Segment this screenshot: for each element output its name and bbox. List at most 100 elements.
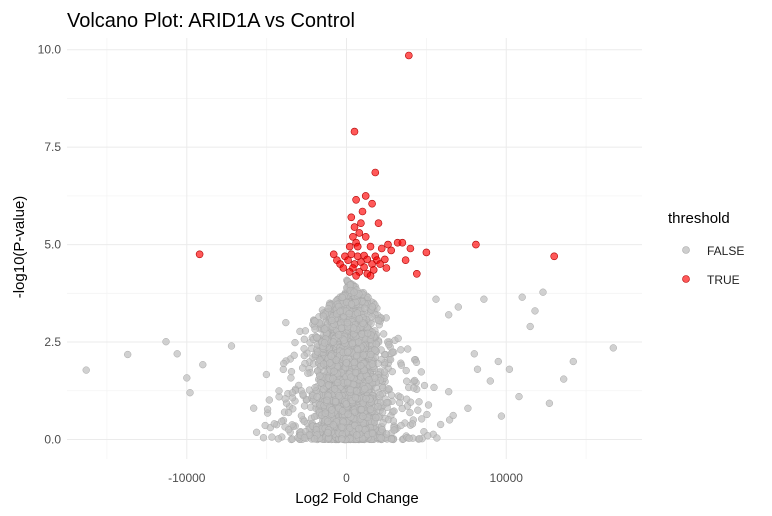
point-false bbox=[259, 434, 268, 442]
point-false bbox=[284, 425, 293, 434]
point-false bbox=[290, 351, 298, 359]
point-false bbox=[430, 383, 438, 392]
point-false bbox=[278, 417, 286, 425]
point-false bbox=[412, 358, 421, 367]
y-tick-label: 10.0 bbox=[38, 43, 62, 57]
y-tick-label: 0.0 bbox=[44, 433, 61, 447]
point-false bbox=[368, 303, 376, 311]
point-false bbox=[335, 392, 343, 400]
point-false bbox=[340, 336, 348, 344]
point-false bbox=[287, 367, 296, 376]
point-false bbox=[307, 403, 315, 411]
point-false bbox=[378, 408, 387, 416]
point-false bbox=[252, 428, 261, 436]
point-true bbox=[412, 269, 421, 278]
point-false bbox=[445, 311, 453, 319]
x-tick-label: 10000 bbox=[490, 471, 524, 485]
point-false bbox=[324, 417, 332, 425]
points-false bbox=[82, 276, 617, 444]
point-true bbox=[360, 263, 368, 272]
point-false bbox=[376, 391, 384, 399]
point-false bbox=[420, 381, 429, 390]
point-true bbox=[550, 252, 559, 261]
point-true bbox=[350, 127, 359, 136]
point-true bbox=[339, 264, 348, 272]
point-false bbox=[362, 395, 370, 403]
point-true bbox=[371, 168, 380, 177]
point-false bbox=[395, 399, 404, 407]
point-false bbox=[199, 361, 207, 369]
chart-title: Volcano Plot: ARID1A vs Control bbox=[67, 10, 355, 32]
point-false bbox=[320, 339, 329, 347]
point-false bbox=[359, 412, 367, 420]
point-false bbox=[183, 374, 191, 382]
point-true bbox=[349, 233, 357, 241]
point-false bbox=[545, 399, 554, 407]
point-false bbox=[368, 313, 376, 321]
point-false bbox=[480, 295, 488, 303]
point-false bbox=[344, 348, 352, 356]
point-false bbox=[390, 426, 398, 434]
point-false bbox=[350, 288, 358, 296]
y-tick-label: 5.0 bbox=[44, 238, 61, 252]
point-true bbox=[195, 250, 204, 259]
point-false bbox=[454, 303, 462, 311]
point-false bbox=[382, 314, 390, 322]
point-false bbox=[345, 310, 353, 318]
point-false bbox=[300, 402, 309, 410]
point-false bbox=[388, 367, 396, 376]
point-false bbox=[300, 351, 308, 360]
legend-label-true: TRUE bbox=[707, 273, 740, 287]
point-false bbox=[311, 383, 319, 392]
point-false bbox=[368, 429, 377, 438]
point-false bbox=[320, 385, 328, 393]
point-true bbox=[329, 250, 338, 259]
point-true bbox=[374, 219, 383, 227]
point-false bbox=[288, 389, 297, 397]
y-tick-label: 7.5 bbox=[44, 140, 61, 154]
point-false bbox=[386, 355, 395, 364]
axis-ticks: -10000 0 10000 0.0 2.5 5.0 7.5 10.0 bbox=[38, 43, 524, 485]
point-false bbox=[531, 307, 539, 315]
point-false bbox=[310, 435, 319, 443]
point-true bbox=[368, 199, 376, 208]
point-false bbox=[390, 407, 398, 415]
point-true bbox=[422, 248, 431, 257]
point-false bbox=[300, 434, 309, 442]
point-false bbox=[321, 409, 329, 417]
point-false bbox=[310, 412, 319, 421]
point-true bbox=[363, 255, 372, 264]
point-false bbox=[311, 317, 319, 325]
point-false bbox=[227, 342, 236, 350]
point-false bbox=[505, 365, 514, 373]
point-false bbox=[415, 435, 423, 443]
point-true bbox=[345, 268, 354, 276]
point-true bbox=[347, 213, 356, 222]
point-false bbox=[410, 376, 419, 385]
point-false bbox=[403, 395, 411, 403]
legend-title: threshold bbox=[668, 210, 730, 227]
legend-key-false bbox=[682, 246, 690, 254]
point-false bbox=[287, 374, 295, 382]
point-false bbox=[332, 356, 340, 364]
point-false bbox=[337, 324, 346, 332]
point-false bbox=[270, 420, 278, 428]
point-false bbox=[349, 324, 358, 332]
point-false bbox=[415, 398, 423, 406]
point-true bbox=[382, 264, 391, 272]
point-false bbox=[299, 390, 307, 398]
point-false bbox=[381, 368, 389, 376]
point-true bbox=[380, 255, 389, 264]
point-false bbox=[186, 389, 194, 397]
point-false bbox=[338, 293, 346, 302]
point-false bbox=[297, 412, 306, 420]
point-false bbox=[364, 329, 372, 337]
point-true bbox=[361, 192, 370, 200]
point-false bbox=[304, 369, 312, 377]
point-false bbox=[313, 348, 322, 356]
point-false bbox=[330, 367, 338, 375]
point-false bbox=[473, 365, 482, 373]
point-false bbox=[324, 304, 332, 313]
point-false bbox=[319, 312, 328, 320]
